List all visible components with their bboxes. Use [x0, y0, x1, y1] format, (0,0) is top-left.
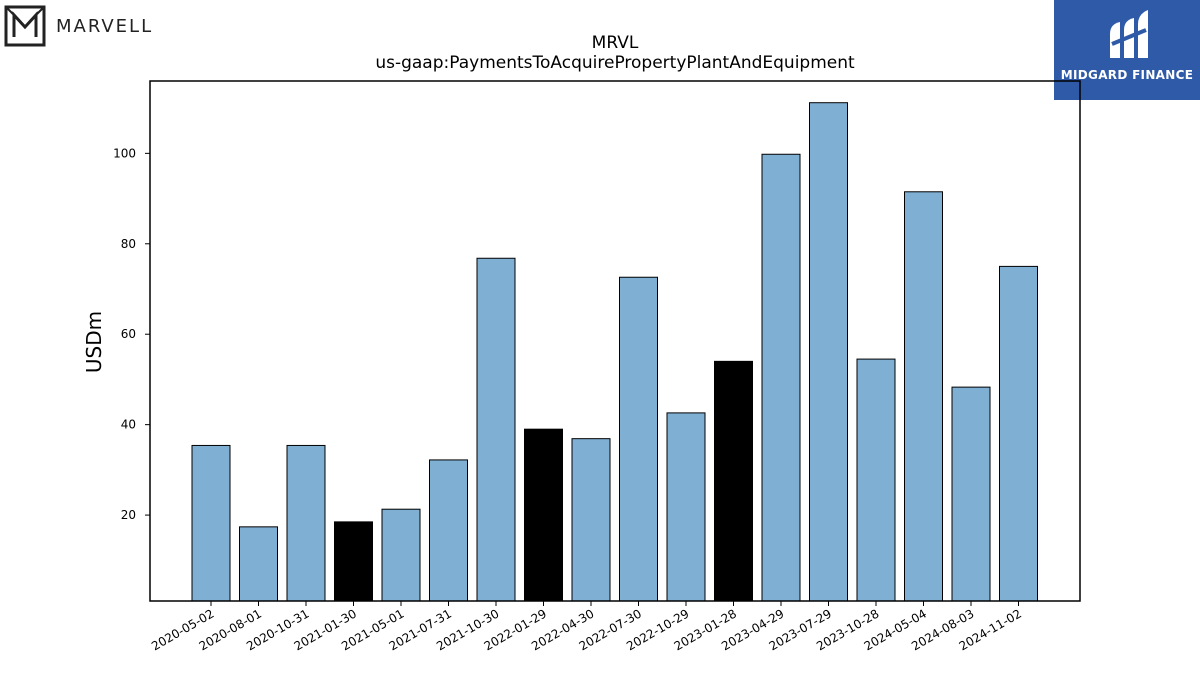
- x-axis: 2020-05-022020-08-012020-10-312021-01-30…: [149, 601, 1024, 653]
- bar-2022-04-30: [571, 438, 611, 602]
- y-tick-label: 100: [113, 146, 136, 160]
- midgard-finance-logo: MIDGARD FINANCE: [1054, 0, 1200, 100]
- marvell-logo: MARVELL: [4, 5, 153, 47]
- plot-frame: [149, 80, 1081, 602]
- y-axis-label: USDm: [82, 311, 106, 373]
- bar-2020-05-02: [191, 444, 231, 602]
- chart-title: MRVL: [592, 33, 639, 53]
- midgard-emblem-icon: [1110, 10, 1148, 58]
- bar-2021-10-30: [476, 257, 516, 602]
- bar-2024-11-02: [999, 265, 1038, 602]
- bar-2023-10-28: [856, 358, 896, 602]
- bar-2023-07-29: [809, 102, 848, 602]
- bar-2021-01-30: [334, 521, 373, 602]
- y-axis: 20 40 60 80 100: [113, 146, 150, 522]
- bar-2021-07-31: [429, 459, 468, 602]
- marvell-emblem-icon: [4, 5, 46, 47]
- y-tick-label: 80: [121, 237, 136, 251]
- chart-subtitle: us-gaap:PaymentsToAcquirePropertyPlantAn…: [375, 53, 855, 73]
- y-tick-label: 60: [121, 327, 136, 341]
- y-tick-label: 40: [121, 418, 136, 432]
- y-tick-label: 20: [121, 508, 136, 522]
- marvell-wordmark: MARVELL: [56, 15, 154, 37]
- bar-2022-10-29: [666, 412, 706, 602]
- midgard-wordmark: MIDGARD FINANCE: [1060, 68, 1194, 82]
- bar-2020-10-31: [286, 444, 326, 602]
- bar-2024-08-03: [951, 386, 991, 602]
- bar-2023-04-29: [761, 153, 801, 602]
- bar-2020-08-01: [239, 526, 278, 602]
- bar-2021-05-01: [381, 508, 421, 602]
- bar-2023-01-28: [714, 360, 753, 602]
- bar-2022-07-30: [619, 276, 658, 602]
- bar-2024-05-04: [904, 191, 943, 602]
- bar-2022-01-29: [524, 428, 563, 602]
- bars-group: [191, 102, 1038, 602]
